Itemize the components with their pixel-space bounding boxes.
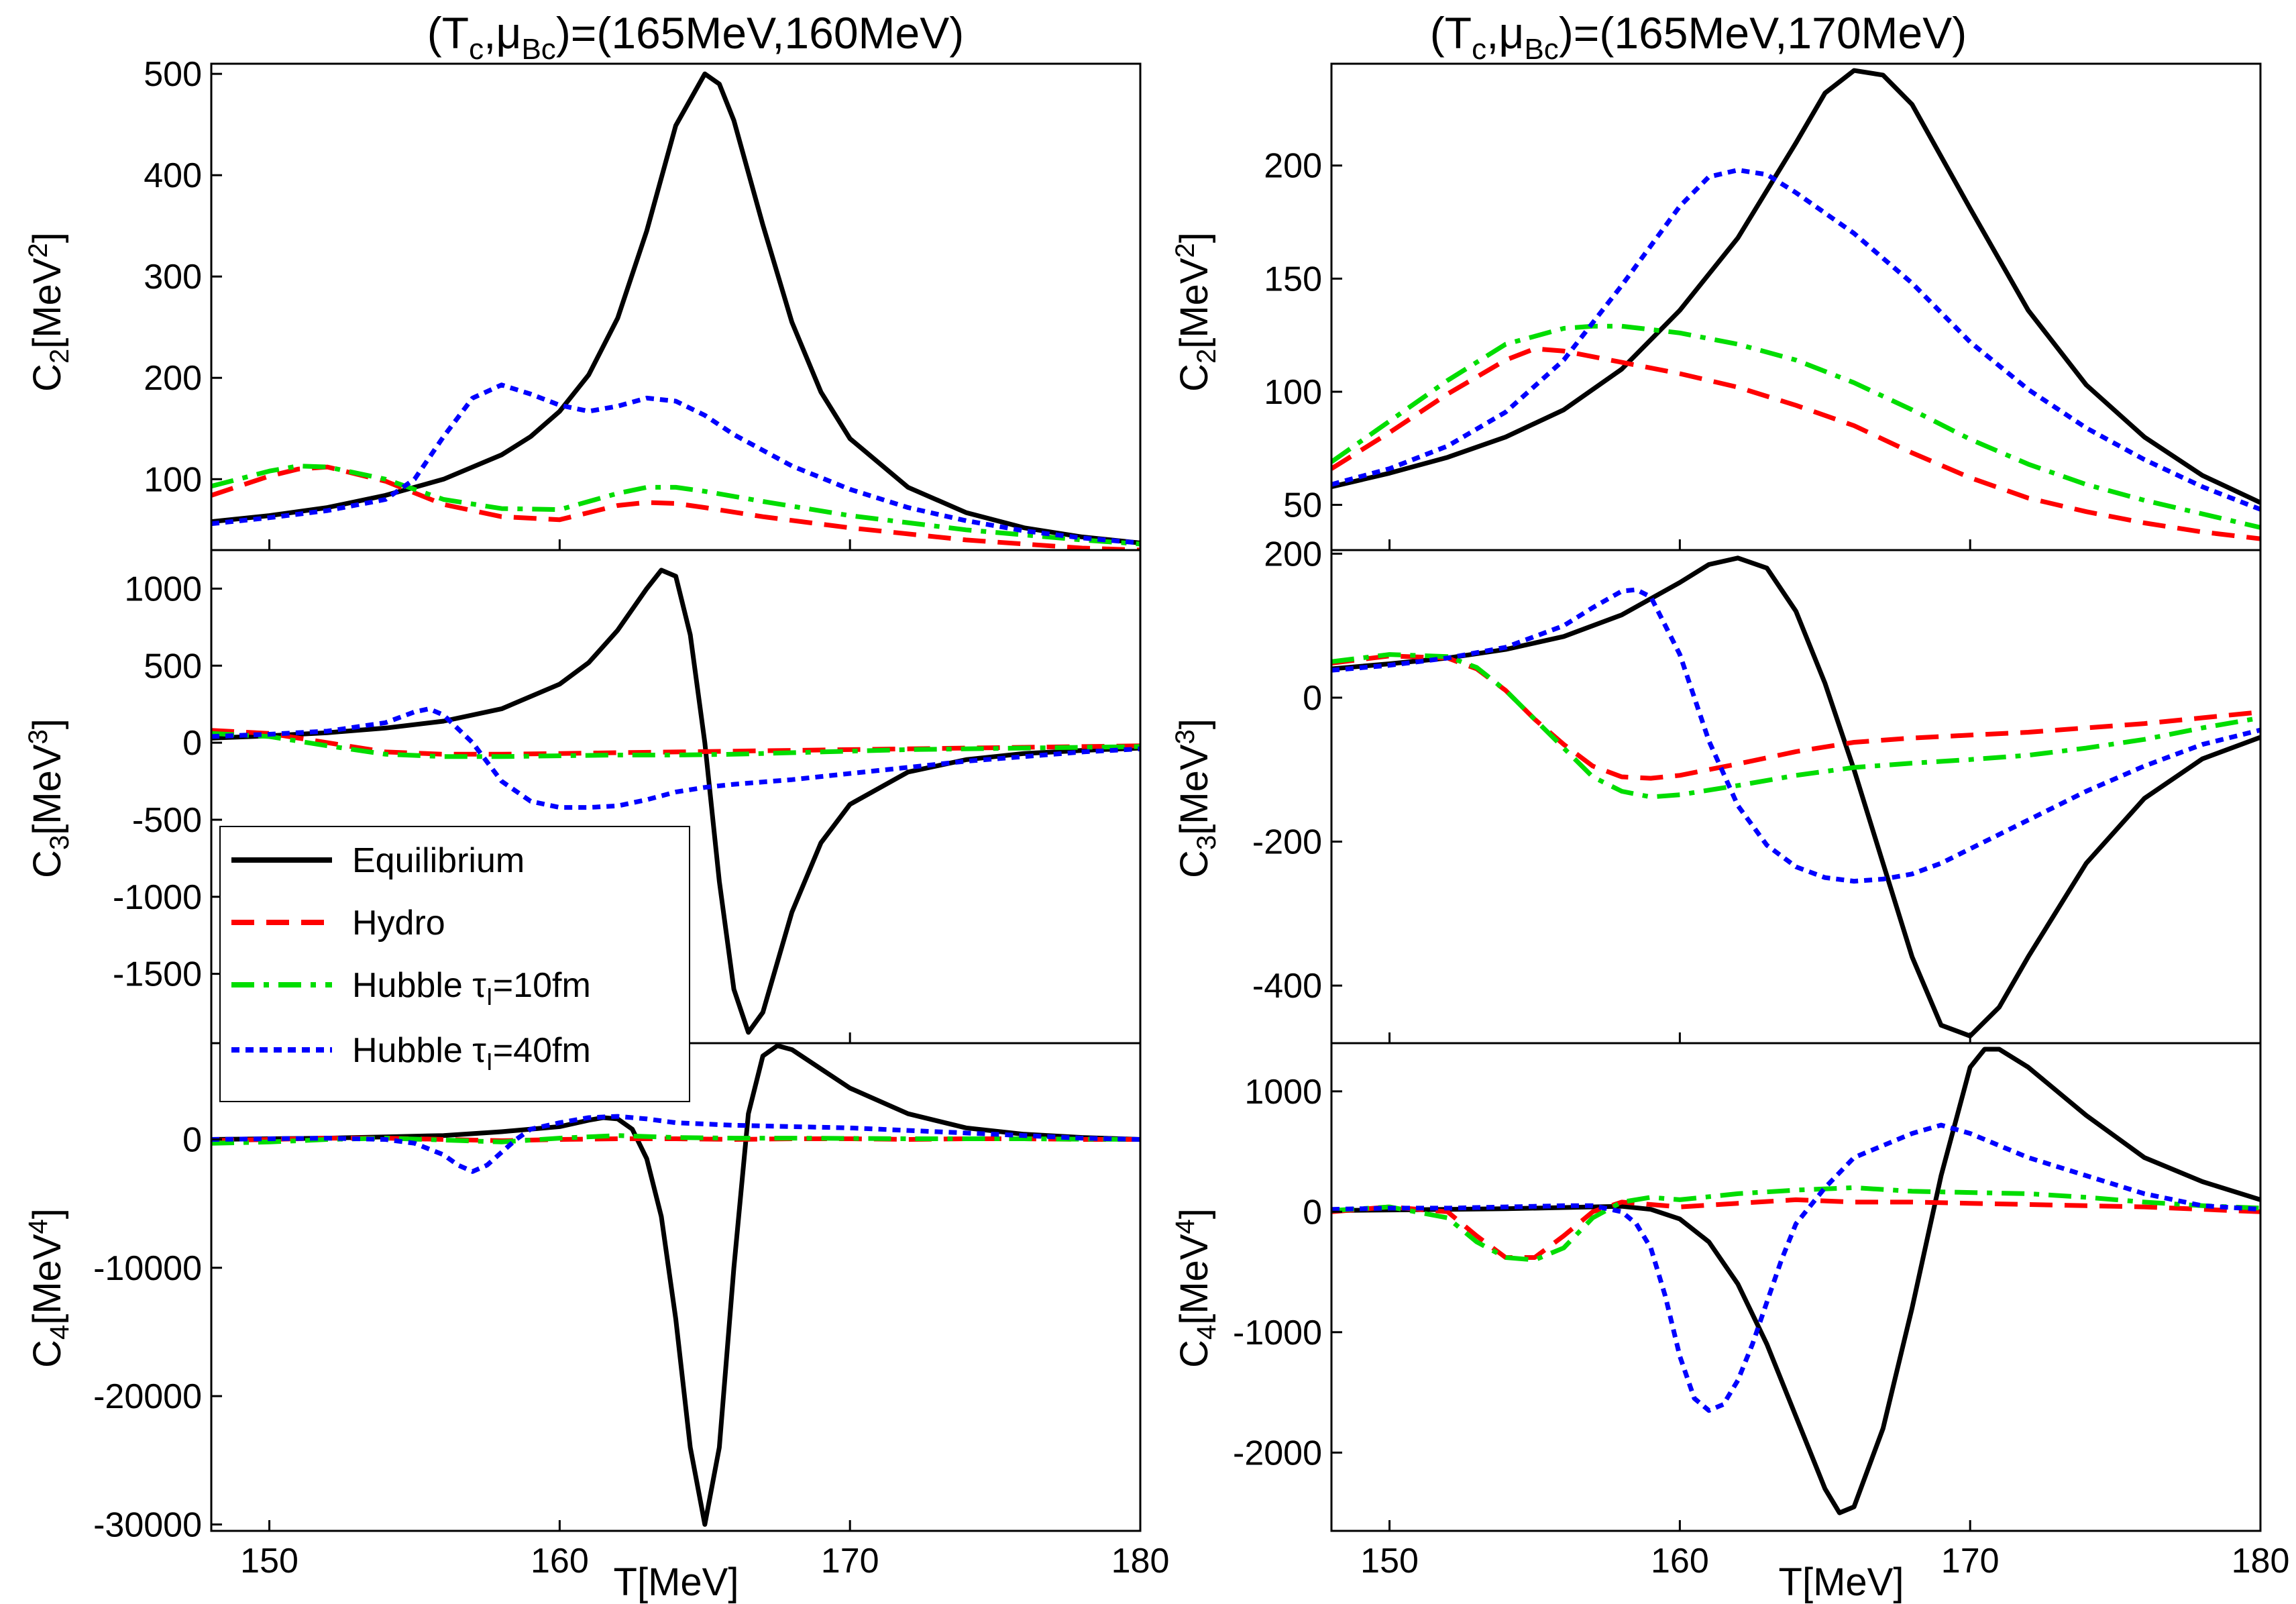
panel-r0-c0-line-hubble-i-10fm: [211, 464, 1140, 547]
panel-r2-c1: -2000 -1000 0 1000 150 160 170 180: [1233, 1042, 2290, 1581]
panel-r1-c0-ytick-label: -1000: [113, 878, 202, 917]
panel-r1-c1-ytick-label: 0: [1303, 679, 1322, 718]
panel-r0-c0-frame: [210, 62, 1142, 551]
panel-r2-c0-line-equilibrium: [211, 1043, 1140, 1527]
panel-r2-c0-line-hubble-i-40fm: [211, 1114, 1140, 1174]
panel-r2-c1-series: [1331, 1047, 2260, 1515]
panel-r1-c0-line-equilibrium: [211, 568, 1140, 1035]
panel-r2-c0-series: [211, 1043, 1140, 1527]
panel-r2-c0-xtick-label: 160: [531, 1542, 589, 1581]
panel-r1-c0-ytick-label: 0: [182, 724, 202, 763]
panel-r1-c0-ytick-label: 1000: [124, 570, 202, 608]
panel-r1-c1-line-hubble-i-40fm: [1331, 587, 2260, 884]
panel-r2-c1-frame: [1330, 1042, 2262, 1532]
panel-r1-c1-ytick-label: -200: [1252, 823, 1322, 862]
panel-r1-c1: -400 -200 0 200: [1252, 535, 2262, 1045]
x-axis-title-left: T[MeV]: [614, 1560, 739, 1604]
legend-label-hubble-10: Hubble τI=10fm: [352, 966, 591, 1010]
panel-r1-c0-ytick-label: -1500: [113, 955, 202, 994]
legend-label-equilibrium: Equilibrium: [352, 841, 525, 880]
panel-r1-c1-line-hubble-i-10fm: [1331, 652, 2260, 800]
panel-r2-c1-xtick-label: 150: [1360, 1542, 1419, 1581]
panel-r0-c1-series: [1331, 68, 2260, 541]
panel-r0-c1-line-hydro: [1331, 346, 2260, 541]
panel-r0-c0-line-equilibrium: [211, 71, 1140, 545]
y-axis-title-c2-left: C2[MeV2]: [23, 232, 74, 392]
legend-label-hubble-40: Hubble τI=40fm: [352, 1031, 591, 1075]
panel-r2-c0-ytick-label: 0: [182, 1120, 202, 1159]
panel-r2-c1-line-hydro: [1331, 1197, 2260, 1260]
panel-r2-c0-xtick-label: 180: [1111, 1542, 1170, 1581]
panel-r0-c0: 100 200 300 400 500: [144, 55, 1142, 551]
panel-r2-c0: -30000 -20000 -10000 0 150 160 170 180: [93, 1042, 1170, 1581]
panel-r1-c1-frame: [1330, 549, 2262, 1045]
panel-r2-c0-xtick-label: 170: [821, 1542, 879, 1581]
panel-r0-c0-line-hydro: [211, 464, 1140, 550]
panel-r0-c1: 50 100 150 200: [1264, 62, 2262, 551]
panel-r2-c1-line-equilibrium: [1331, 1047, 2260, 1515]
legend-box: [219, 826, 690, 1102]
panel-r2-c1-line-hubble-i-40fm: [1331, 1122, 2260, 1413]
panel-r1-c0-line-hydro: [211, 728, 1140, 757]
panel-r0-c1-line-hubble-i-10fm: [1331, 323, 2260, 530]
right-panel-title: (Tc,μBc)=(165MeV,170MeV): [1430, 8, 1967, 66]
panel-r0-c1-ytick-label: 50: [1283, 486, 1322, 525]
panel-r0-c0-line-hubble-i-40fm: [211, 382, 1140, 545]
panel-r2-c1-xtick-label: 180: [2232, 1542, 2290, 1581]
panel-r0-c0-ytick-label: 400: [144, 156, 202, 195]
panel-r2-c1-line-hubble-i-10fm: [1331, 1185, 2260, 1263]
y-axis-title-c3-left: C3[MeV3]: [23, 718, 74, 878]
panel-r1-c0-ytick-label: -500: [132, 801, 202, 840]
legend: Equilibrium Hydro Hubble τI=10fm Hubble …: [219, 826, 690, 1102]
panel-r1-c1-ytick-label: -400: [1252, 967, 1322, 1006]
panel-r0-c0-ytick-label: 500: [144, 55, 202, 94]
y-axis-title-c4-right: C4[MeV4]: [1170, 1208, 1221, 1368]
y-axis-title-c3-right: C3[MeV3]: [1170, 718, 1221, 878]
panel-r2-c1-xtick-label: 160: [1651, 1542, 1709, 1581]
panel-r2-c0-ytick-label: -30000: [93, 1505, 202, 1544]
left-panel-title: (Tc,μBc)=(165MeV,160MeV): [427, 8, 964, 66]
panel-r1-c1-series: [1331, 555, 2260, 1038]
panel-r1-c0-line-hubble-i-40fm: [211, 706, 1140, 810]
panel-r0-c1-line-hubble-i-40fm: [1331, 168, 2260, 512]
panel-r1-c0: -1500 -1000 -500 0 500 1000: [113, 549, 1142, 1045]
y-axis-title-c2-right: C2[MeV2]: [1170, 232, 1221, 392]
panel-r2-c0-frame: [210, 1042, 1142, 1532]
panel-r2-c0-xtick-label: 150: [240, 1542, 298, 1581]
panel-r1-c1-line-equilibrium: [1331, 555, 2260, 1038]
panel-r0-c0-ytick-label: 200: [144, 359, 202, 398]
panel-r2-c1-ytick-label: -2000: [1233, 1434, 1322, 1473]
panels: 100 200 300 400 500 50 100 150 200 -1500 -1000 -500…: [93, 55, 2289, 1581]
panel-r1-c1-ytick-label: 200: [1264, 535, 1322, 574]
panel-r2-c1-ytick-label: 1000: [1244, 1073, 1322, 1112]
panel-r1-c0-ytick-label: 500: [144, 647, 202, 686]
panel-r2-c0-ytick-label: -20000: [93, 1377, 202, 1416]
panel-r0-c1-ytick-label: 100: [1264, 373, 1322, 412]
y-axis-title-c4-left: C4[MeV4]: [23, 1208, 74, 1368]
panel-r0-c1-ytick-label: 200: [1264, 147, 1322, 186]
panel-r0-c1-line-equilibrium: [1331, 68, 2260, 505]
panel-r0-c0-ytick-label: 300: [144, 258, 202, 297]
panel-r1-c0-line-hubble-i-10fm: [211, 731, 1140, 759]
panel-r1-c1-line-hydro: [1331, 653, 2260, 781]
panel-r2-c1-xtick-label: 170: [1941, 1542, 2000, 1581]
x-axis-title-right: T[MeV]: [1779, 1560, 1904, 1604]
panel-r0-c1-ytick-label: 150: [1264, 260, 1322, 299]
panel-r2-c1-ytick-label: -1000: [1233, 1314, 1322, 1352]
panel-r2-c0-ytick-label: -10000: [93, 1249, 202, 1288]
legend-label-hydro: Hydro: [352, 904, 445, 943]
panel-r0-c0-ytick-label: 100: [144, 460, 202, 499]
panel-r2-c1-ytick-label: 0: [1303, 1193, 1322, 1232]
panel-r1-c0-series: [211, 568, 1140, 1035]
panel-r0-c1-frame: [1330, 62, 2262, 551]
panel-r0-c0-series: [211, 71, 1140, 550]
panel-r2-c0-line-hubble-i-10fm: [211, 1133, 1140, 1146]
